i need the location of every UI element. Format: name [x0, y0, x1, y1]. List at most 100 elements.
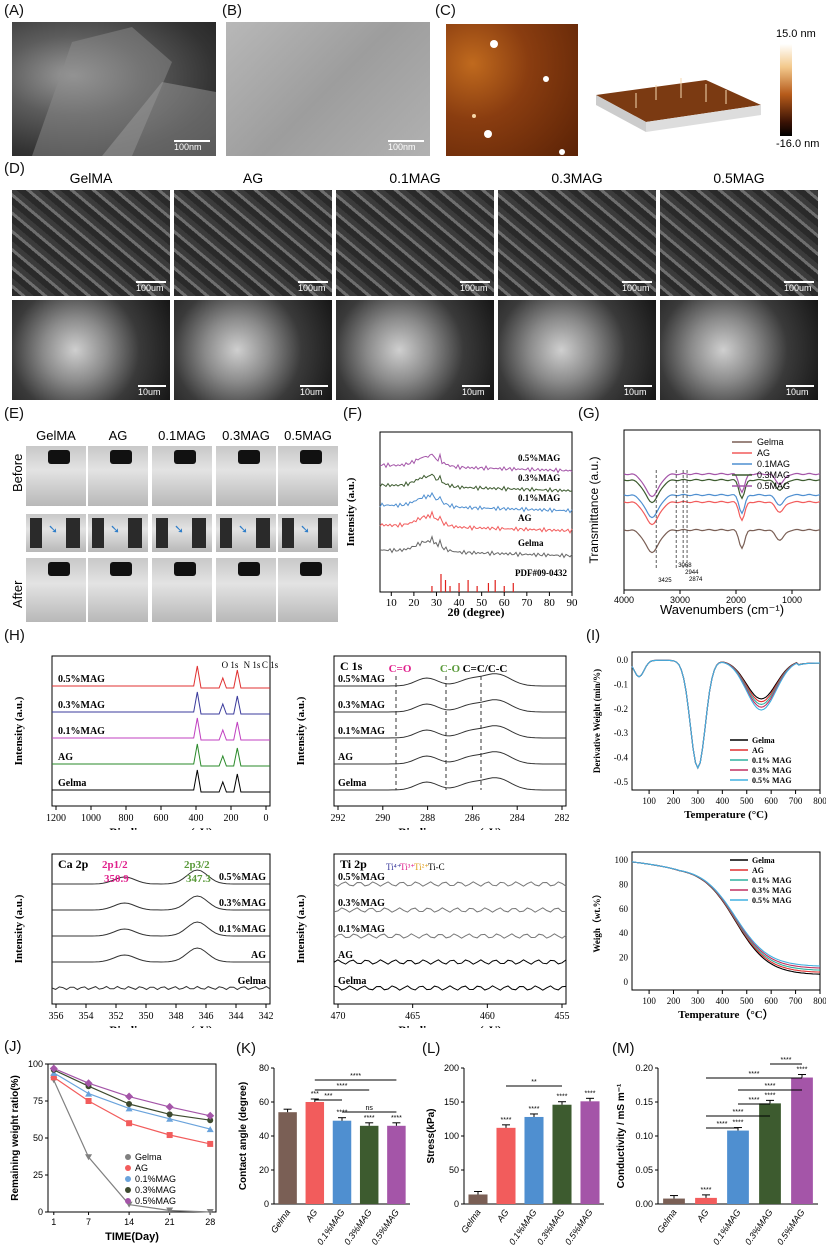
- vial-photo: [216, 558, 276, 622]
- vial-cap: [300, 562, 322, 576]
- xps-series-label: Gelma: [58, 778, 86, 789]
- j-legend-marker: [125, 1198, 131, 1204]
- sem-top-image: 100um: [498, 190, 656, 296]
- bar: [332, 1120, 352, 1204]
- xrd-series-label: 0.5%MAG: [518, 453, 560, 463]
- j-point: [206, 1209, 214, 1215]
- sem-bottom-image: 10um: [12, 300, 170, 400]
- sig-label: ****: [733, 1109, 744, 1116]
- tga-legend-label: AG: [752, 866, 764, 875]
- j-legend-marker: [125, 1176, 131, 1182]
- xps-title: Ti 2p: [340, 857, 367, 871]
- bar: [580, 1101, 600, 1204]
- j-xlabel: TIME(Day): [105, 1231, 159, 1243]
- xrd-chart: 0.5%MAG 0.3%MAG 0.1%MAG AG Gelma 10 20 30 40 50 6…: [345, 431, 578, 619]
- xps-series-line: [333, 985, 567, 991]
- bar-star-label: ****: [797, 1067, 808, 1074]
- sig-label: ****: [337, 1083, 348, 1090]
- j-ytick-label: 100: [28, 1059, 43, 1069]
- scale-bar: 100um: [784, 281, 814, 293]
- ftir-series-line: [623, 478, 821, 504]
- vial-photo: ➘: [88, 514, 148, 552]
- bar: [496, 1127, 516, 1204]
- tem-image-b: 100nm: [226, 22, 430, 156]
- bar-category-label: Gelma: [459, 1207, 482, 1234]
- dtg-chart: 100 200 300 400 500 600 700 800 0.0 -0.1 -0.2 -0.3 -…: [592, 651, 826, 821]
- afm-colorbar: [780, 44, 792, 136]
- sem-top-image: 100um: [660, 190, 818, 296]
- vial-cap: [66, 518, 80, 548]
- tga-ytick-label: -0.1: [614, 679, 628, 689]
- xps-series-label: 0.1%MAG: [58, 726, 105, 737]
- xps-series-line: [52, 665, 270, 689]
- xps-tick-label: 470: [331, 1011, 346, 1022]
- ftir-peak-label: 2874: [689, 577, 703, 583]
- tga-series-line: [631, 861, 821, 971]
- xps-tick-label: 0: [264, 813, 269, 824]
- xps-tick-label: 356: [49, 1011, 64, 1022]
- xps-peak-label: 2p3/2: [184, 859, 210, 871]
- tga-tick-label: 600: [764, 796, 778, 806]
- xps-tick-label: 354: [79, 1011, 94, 1022]
- xps-tick-label: 344: [229, 1011, 244, 1022]
- vial-cap: [282, 518, 294, 548]
- sem-group-label: GelMA: [69, 170, 113, 186]
- xrd-tick-label: 30: [431, 597, 443, 609]
- tga-tick-label: 800: [813, 996, 826, 1006]
- xps-c1s-chart: C 1s 292 290 288 286 284 282 Binding energy (eV…: [295, 655, 570, 830]
- vial-cap: [318, 518, 332, 548]
- tga-legend-label: 0.5% MAG: [752, 896, 792, 905]
- xps-peak-label: O 1s: [222, 660, 239, 670]
- sem-group-label: 0.3MAG: [551, 170, 603, 186]
- xps-series-label: 0.3%MAG: [338, 898, 385, 909]
- xps-tick-label: 282: [555, 813, 570, 824]
- xps-tick-label: 288: [420, 813, 435, 824]
- tga-xlabel: Temperature (°C): [684, 809, 768, 821]
- vial-photo: [88, 558, 148, 622]
- xps-ylabel: Intensity (a.u.): [13, 696, 25, 765]
- tga-chart: 100 200 300 400 500 600 700 800100806040200Temp…: [592, 851, 826, 1021]
- xps-tick-label: 352: [109, 1011, 124, 1022]
- tga-tick-label: 500: [740, 796, 754, 806]
- panel-label-m: (M): [612, 1040, 635, 1057]
- xps-series-label: AG: [338, 950, 353, 961]
- tga-tick-label: 800: [813, 796, 826, 806]
- bar-ytick-label: 0: [454, 1199, 459, 1209]
- bar-star-label: ****: [364, 1115, 375, 1122]
- before-label-wrap: Before: [10, 440, 25, 500]
- stress-chart: 0 50 100 150 200 Stress(kPa) Gelma **** AG **** 0.…: [426, 1063, 604, 1246]
- bar-ytick-label: 0.15: [635, 1097, 653, 1107]
- j-legend-label: 0.1%MAG: [135, 1174, 176, 1184]
- tga-tick-label: 200: [667, 996, 681, 1006]
- tga-tick-label: 500: [740, 996, 754, 1006]
- xrd-tick-label: 50: [476, 597, 488, 609]
- j-legend-label: 0.3%MAG: [135, 1185, 176, 1195]
- vial-cap: [238, 562, 260, 576]
- xps-series-label: AG: [338, 752, 353, 763]
- j-xtick-label: 28: [205, 1217, 215, 1227]
- xrd-series-label: 0.3%MAG: [518, 473, 560, 483]
- vial-cap: [256, 518, 270, 548]
- xps-series-label: 0.3%MAG: [58, 700, 105, 711]
- vial-photo: [26, 558, 86, 622]
- xps-series-label: 0.1%MAG: [338, 924, 385, 935]
- bar-ytick-label: 0.00: [635, 1199, 653, 1209]
- ftir-legend-label: Gelma: [757, 437, 784, 447]
- j-legend-marker: [125, 1154, 131, 1160]
- xps-series-line: [52, 717, 270, 741]
- sem-group-label: 0.1MAG: [389, 170, 441, 186]
- j-point: [207, 1140, 214, 1147]
- xps-tick-label: 348: [169, 1011, 184, 1022]
- tga-legend-label: 0.1% MAG: [752, 876, 792, 885]
- arrow-icon: ➘: [174, 522, 185, 536]
- xps-series-line: [334, 699, 566, 713]
- vial-group-label: 0.5MAG: [284, 428, 332, 443]
- xps-series-line: [52, 895, 270, 911]
- xps-series-label: 0.5%MAG: [219, 872, 266, 883]
- panel-label-f: (F): [343, 405, 363, 422]
- sem-bottom-image: 10um: [336, 300, 494, 400]
- panel-label-k: (K): [236, 1040, 256, 1057]
- j-series-line: [53, 1080, 211, 1213]
- bar-category-label: 0.5%MAG: [775, 1207, 807, 1246]
